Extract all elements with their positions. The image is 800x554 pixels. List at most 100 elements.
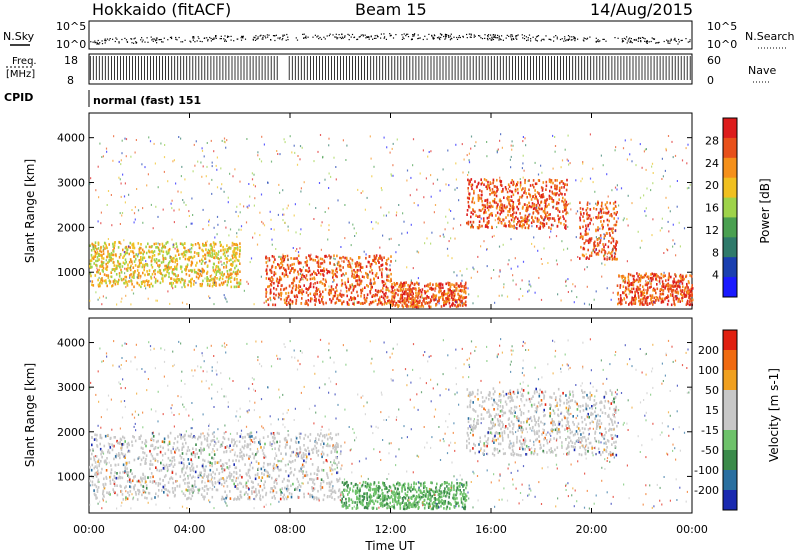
scatter-point: [173, 159, 175, 162]
scatter-point: [688, 289, 690, 292]
scatter-point: [182, 458, 185, 461]
scatter-point: [569, 162, 571, 165]
scatter-point: [156, 245, 158, 249]
scatter-point: [206, 264, 209, 268]
scatter-point: [509, 189, 511, 193]
scatter-point: [496, 185, 498, 189]
scatter-point: [168, 261, 170, 265]
scatter-point: [382, 296, 385, 300]
scatter-point: [379, 257, 382, 260]
scatter-point: [462, 302, 465, 305]
scatter-point: [291, 302, 294, 305]
scatter-point: [674, 295, 677, 298]
nsky-point: [105, 40, 107, 42]
scatter-point: [487, 180, 489, 184]
scatter-point: [189, 280, 192, 284]
nsky-point: [162, 41, 164, 43]
scatter-point: [327, 238, 329, 241]
scatter-point: [334, 264, 336, 267]
scatter-point: [171, 469, 174, 473]
scatter-point: [549, 179, 551, 182]
nsky-point: [348, 34, 350, 36]
scatter-point: [470, 215, 472, 219]
scatter-point: [483, 219, 485, 223]
scatter-point: [600, 209, 602, 212]
scatter-point: [505, 206, 507, 210]
scatter-point: [371, 300, 374, 304]
scatter-point: [223, 281, 225, 284]
scatter-point: [165, 250, 168, 254]
nsky-panel-frame: [88, 20, 693, 50]
scatter-point: [273, 228, 275, 231]
scatter-point: [423, 297, 425, 301]
scatter-point: [352, 289, 355, 292]
scatter-point: [447, 281, 449, 285]
nsky-point: [522, 37, 524, 39]
scatter-point: [639, 143, 641, 146]
scatter-point: [141, 163, 143, 166]
scatter-point: [219, 241, 221, 244]
scatter-point: [219, 283, 221, 287]
scatter-point: [428, 151, 430, 153]
scatter-point: [449, 305, 451, 308]
scatter-point: [508, 203, 511, 206]
nsky-point: [640, 40, 642, 42]
scatter-point: [168, 275, 170, 279]
scatter-point: [468, 293, 470, 296]
scatter-point: [222, 281, 225, 285]
scatter-point: [147, 273, 149, 276]
scatter-point: [378, 302, 380, 305]
scatter-point: [186, 481, 189, 485]
scatter-point: [444, 228, 446, 231]
scatter-point: [399, 300, 402, 304]
scatter-point: [201, 149, 204, 152]
scatter-point: [305, 301, 307, 305]
scatter-point: [664, 285, 667, 288]
scatter-point: [682, 275, 684, 279]
scatter-point: [170, 256, 172, 259]
scatter-point: [511, 199, 513, 202]
scatter-point: [302, 452, 305, 455]
scatter-point: [201, 147, 203, 150]
scatter-point: [589, 133, 591, 136]
scatter-point: [241, 475, 243, 479]
velocity-scatter: [89, 338, 691, 511]
scatter-point: [120, 195, 122, 198]
scatter-point: [423, 300, 425, 303]
nsky-point: [508, 35, 510, 37]
scatter-point: [171, 199, 173, 202]
scatter-point: [157, 252, 160, 256]
scatter-point: [300, 190, 302, 193]
scatter-point: [203, 269, 205, 273]
scatter-point: [328, 254, 330, 257]
scatter-point: [99, 265, 101, 268]
scatter-point: [180, 433, 182, 437]
scatter-point: [217, 253, 219, 256]
scatter-point: [102, 264, 104, 268]
scatter-point: [131, 444, 134, 447]
scatter-point: [652, 218, 654, 221]
scatter-point: [176, 248, 179, 251]
scatter-point: [685, 275, 687, 279]
nsky-point: [323, 36, 325, 38]
scatter-point: [97, 480, 99, 484]
nsky-point: [192, 39, 194, 41]
scatter-point: [558, 217, 561, 221]
colorbar-segment: [723, 137, 737, 159]
scatter-point: [402, 284, 405, 288]
scatter-point: [434, 290, 436, 292]
scatter-point: [392, 174, 394, 177]
scatter-point: [491, 188, 494, 191]
scatter-point: [153, 242, 156, 246]
scatter-point: [633, 279, 636, 282]
scatter-point: [100, 222, 102, 225]
scatter-point: [584, 233, 586, 236]
scatter-point: [384, 301, 386, 304]
scatter-point: [532, 183, 534, 187]
scatter-point: [620, 187, 623, 190]
scatter-point: [108, 252, 111, 256]
nsky-point: [163, 37, 165, 39]
scatter-point: [590, 237, 593, 240]
scatter-point: [465, 296, 468, 299]
scatter-point: [401, 290, 404, 293]
